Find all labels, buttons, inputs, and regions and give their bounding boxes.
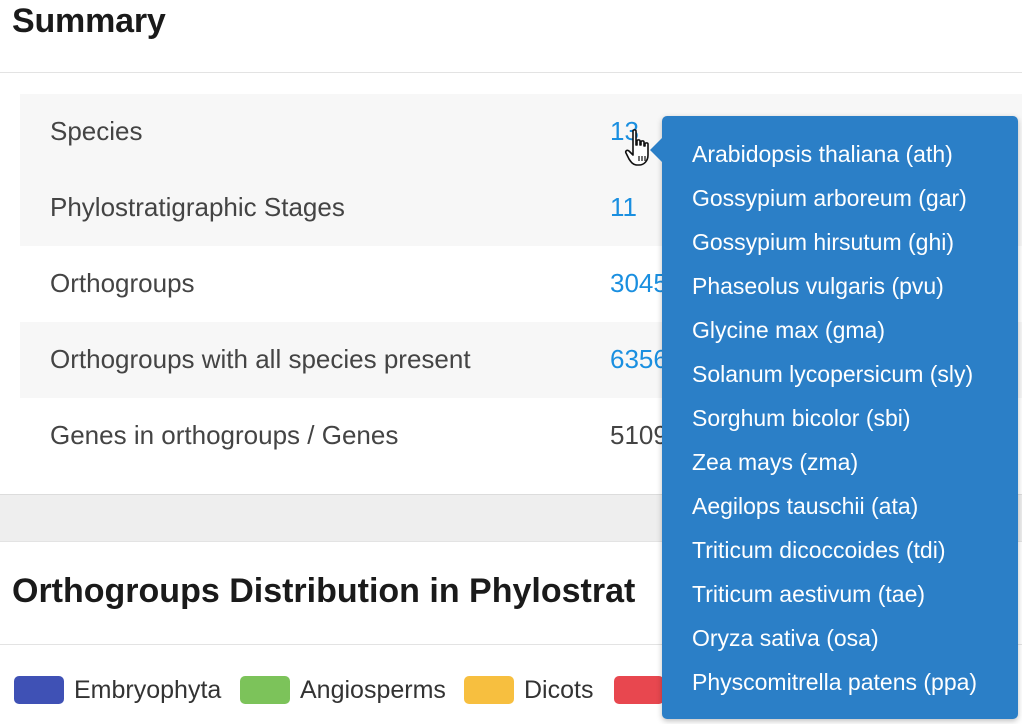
species-item: Triticum aestivum (tae) <box>692 581 926 607</box>
summary-title: Summary <box>12 2 166 40</box>
genes-count-value: 5109 <box>610 420 668 450</box>
species-item: Aegilops tauschii (ata) <box>692 493 919 519</box>
popover-arrow <box>650 138 662 162</box>
summary-divider <box>0 72 1022 73</box>
legend-swatch <box>464 676 514 704</box>
summary-row-orthogroups: Orthogroups 3045 <box>20 246 1022 322</box>
row-label: Orthogroups with all species present <box>50 344 471 374</box>
species-item: Solanum lycopersicum (sly) <box>692 361 974 387</box>
legend-swatch <box>240 676 290 704</box>
species-item: Arabidopsis thaliana (ath) <box>692 141 953 167</box>
species-list: Arabidopsis thaliana (ath) Gossypium arb… <box>692 140 977 712</box>
species-item: Oryza sativa (osa) <box>692 625 879 651</box>
legend-label: Dicots <box>524 676 594 704</box>
orthogroups-count-link[interactable]: 3045 <box>610 268 668 298</box>
row-label: Genes in orthogroups / Genes <box>50 420 399 450</box>
legend-label: Embryophyta <box>74 676 222 704</box>
legend-swatch <box>614 676 664 704</box>
distribution-divider <box>0 644 1022 645</box>
species-item: Physcomitrella patens (ppa) <box>692 669 978 695</box>
species-popover: Arabidopsis thaliana (ath) Gossypium arb… <box>650 116 1018 719</box>
row-label: Phylostratigraphic Stages <box>50 192 345 222</box>
species-item: Glycine max (gma) <box>692 317 885 343</box>
distribution-title: Orthogroups Distribution in Phylostrat <box>12 572 636 610</box>
stages-count-link[interactable]: 11 <box>610 192 637 222</box>
legend-label: Angiosperms <box>300 676 446 704</box>
summary-row-genes: Genes in orthogroups / Genes 5109 <box>20 398 1022 474</box>
species-item: Sorghum bicolor (sbi) <box>692 405 911 431</box>
legend-swatch <box>14 676 64 704</box>
all-species-count-link[interactable]: 6356 <box>610 344 668 374</box>
row-label: Orthogroups <box>50 268 195 298</box>
species-item: Gossypium hirsutum (ghi) <box>692 229 955 255</box>
species-item: Phaseolus vulgaris (pvu) <box>692 273 944 299</box>
species-item: Gossypium arboreum (gar) <box>692 185 967 211</box>
row-label: Species <box>50 116 143 146</box>
species-item: Zea mays (zma) <box>692 449 859 475</box>
species-item: Triticum dicoccoides (tdi) <box>692 537 946 563</box>
hand-pointer-icon <box>624 129 649 166</box>
